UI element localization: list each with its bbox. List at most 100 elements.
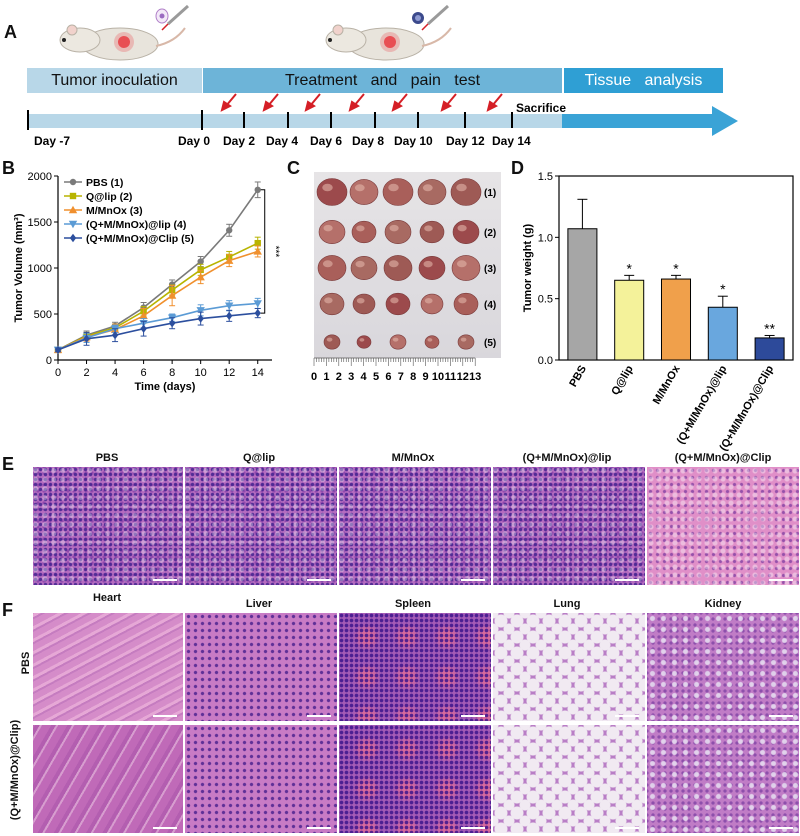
- tumor-highlight: [456, 260, 467, 268]
- injection-arrow-icon: [304, 93, 321, 112]
- x-tick-label: 14: [252, 367, 264, 379]
- he-tumor-image: [646, 466, 800, 586]
- injection-arrow-icon: [262, 93, 279, 112]
- y-tick-label: 0: [46, 355, 52, 367]
- day-label: Day -7: [34, 134, 70, 148]
- tumor-highlight: [356, 297, 365, 304]
- tumor-highlight: [322, 183, 333, 192]
- organ-title: Heart: [92, 592, 122, 604]
- phase-tumor-inoculation: Tumor inoculation: [27, 68, 202, 93]
- y-tick-label: 1.5: [538, 171, 553, 183]
- tumor-specimen: [352, 293, 376, 315]
- timeline-arrow: [562, 106, 738, 136]
- data-point: [140, 324, 147, 333]
- organ-title: Lung: [553, 598, 581, 610]
- tumor-highlight: [356, 225, 365, 232]
- tumor-specimen: [318, 219, 346, 244]
- data-point: [225, 302, 234, 310]
- x-axis-label: Time (days): [135, 381, 196, 393]
- y-tick-label: 0.5: [538, 294, 553, 306]
- he-kidney-pbs: [646, 612, 800, 722]
- he-title: (Q+M/MnOx)@lip: [522, 452, 612, 464]
- tumor-specimen: [323, 334, 341, 350]
- tumor-highlight: [354, 184, 365, 192]
- data-point: [54, 345, 62, 355]
- significance-label: *: [626, 260, 632, 276]
- tumor-highlight: [422, 184, 433, 192]
- injection-arrow-icon: [220, 93, 237, 112]
- y-tick-label: 1500: [28, 217, 52, 229]
- bar: [614, 279, 645, 361]
- organ-title: Spleen: [394, 598, 432, 610]
- tumor-specimen: [419, 220, 445, 244]
- legend-label: Q@lip (2): [86, 191, 132, 203]
- row-label: (5): [484, 338, 496, 349]
- injection-arrow-icon: [440, 93, 457, 112]
- x-tick-label: 0: [55, 367, 61, 379]
- ruler-label: 10: [432, 371, 444, 383]
- tumor-specimen: [319, 292, 345, 316]
- row-label: PBS: [20, 651, 32, 675]
- tumor-highlight: [458, 297, 467, 304]
- tumor-highlight: [456, 183, 467, 192]
- ruler-label: 8: [410, 371, 416, 383]
- ruler-label: 1: [323, 371, 329, 383]
- tumor-specimen: [385, 292, 411, 316]
- x-tick-label: 4: [112, 367, 118, 379]
- he-liver-pbs: [184, 612, 338, 722]
- tumor-highlight: [388, 260, 399, 268]
- y-axis-label: Tumor Volume (mm³): [13, 213, 25, 322]
- category-label: Q@lip: [609, 363, 636, 397]
- day-label: Day 14: [492, 134, 531, 148]
- tumor-photo: (1) (2) (3) (4) (5): [314, 172, 501, 358]
- tumor-highlight: [323, 224, 333, 232]
- ruler-label: 4: [361, 371, 368, 383]
- bar: [754, 337, 785, 361]
- ruler-label: 11: [445, 371, 457, 383]
- day-label: Day 8: [352, 134, 384, 148]
- data-point: [254, 239, 261, 247]
- series-4: [53, 297, 262, 355]
- data-point: [69, 233, 77, 243]
- panel-label-e: E: [2, 454, 15, 474]
- he-heart-pbs: [32, 612, 184, 722]
- tumor-weight-chart: 0.0 0.5 1.0 1.5 Tumor weight (g) PBS * Q@lip * M/…: [522, 171, 794, 452]
- injection-arrow-icon: [486, 93, 503, 112]
- panel-label-d: D: [511, 158, 524, 178]
- y-axis-label: Tumor weight (g): [522, 223, 534, 312]
- tumor-specimen: [350, 256, 378, 281]
- tumor-highlight: [389, 224, 399, 232]
- tumor-highlight: [460, 337, 467, 342]
- tumor-specimen: [351, 220, 377, 244]
- significance-label: **: [764, 320, 775, 336]
- row-label: (1): [484, 188, 496, 199]
- tumor-specimen: [417, 179, 447, 205]
- tumor-specimen: [418, 256, 446, 281]
- mouse-icon-1: [59, 4, 190, 61]
- he-lung-treated: [492, 724, 646, 834]
- syringe-icon-1: [155, 4, 190, 31]
- data-point: [253, 247, 262, 255]
- sacrifice-label: Sacrifice: [516, 101, 566, 115]
- ruler-label: 2: [336, 371, 342, 383]
- x-tick-label: 6: [141, 367, 147, 379]
- tumor-specimen: [424, 335, 440, 349]
- data-point: [226, 311, 233, 321]
- ruler-label: 6: [385, 371, 391, 383]
- y-tick-label: 1000: [28, 263, 52, 275]
- organ-title: Liver: [245, 598, 273, 610]
- bar: [707, 306, 738, 361]
- tumor-specimen: [382, 178, 414, 206]
- data-point: [69, 192, 77, 200]
- day-label: Day 0: [178, 134, 210, 148]
- he-tumor-image: [184, 466, 338, 586]
- he-title: M/MnOx: [391, 452, 435, 464]
- organ-title: Kidney: [704, 598, 742, 610]
- data-point: [253, 300, 262, 308]
- panel-label-a: A: [4, 22, 17, 42]
- panel-label-f: F: [2, 600, 13, 620]
- legend-label: (Q+M/MnOx)@lip (4): [86, 219, 186, 231]
- tumor-highlight: [457, 224, 467, 232]
- tumor-highlight: [326, 337, 333, 342]
- tumor-specimen: [457, 334, 475, 350]
